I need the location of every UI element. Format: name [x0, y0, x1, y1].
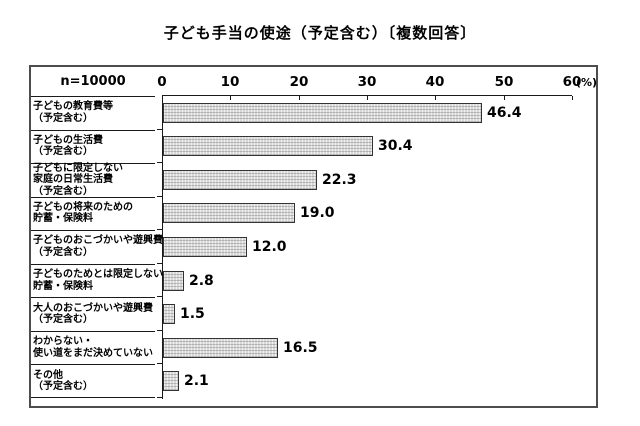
- bar: [163, 136, 373, 156]
- bar-value: 12.0: [252, 239, 287, 255]
- y-axis-tick: [157, 196, 162, 197]
- row-separator: [31, 331, 155, 332]
- bar: [163, 203, 295, 223]
- x-axis-tick: [367, 96, 368, 100]
- bar: [163, 371, 179, 391]
- y-axis-tick: [157, 129, 162, 130]
- bar: [163, 170, 317, 190]
- row-separator: [31, 364, 155, 365]
- bar: [163, 271, 184, 291]
- x-axis-tick: [230, 96, 231, 100]
- row-separator: [31, 96, 155, 97]
- y-axis-tick: [157, 296, 162, 297]
- bar: [163, 103, 482, 123]
- y-axis-tick: [157, 397, 162, 398]
- bar: [163, 304, 175, 324]
- row-separator: [31, 264, 155, 265]
- row-separator: [31, 130, 155, 131]
- x-axis-line: [162, 95, 572, 96]
- x-axis-tick: [572, 96, 573, 100]
- y-axis-tick: [157, 229, 162, 230]
- bar-value: 2.1: [184, 373, 209, 389]
- chart-frame: [29, 65, 598, 408]
- y-axis-tick: [157, 263, 162, 264]
- category-label: 子どもに限定しない 家庭の日常生活費 （予定含む）: [33, 162, 123, 197]
- chart-title: 子ども手当の使途（予定含む）〔複数回答〕: [163, 24, 477, 42]
- bar-value: 22.3: [322, 172, 357, 188]
- category-label: 子どもの将来のための 貯蓄・保険料: [33, 201, 133, 225]
- row-separator: [31, 197, 155, 198]
- x-axis-tick: [504, 96, 505, 100]
- axis-unit-label: (%): [576, 76, 598, 89]
- x-axis-tick: [299, 96, 300, 100]
- sample-size-label: n=10000: [60, 74, 126, 89]
- category-label: 子どものおこづかいや遊興費 （予定含む）: [33, 235, 163, 258]
- category-label: 子どものためとは限定しない 貯蓄・保険料: [33, 269, 163, 292]
- bar-value: 2.8: [189, 273, 214, 289]
- category-label: 大人のおこづかいや遊興費 （予定含む）: [33, 302, 153, 326]
- x-axis-tick-label: 50: [494, 74, 514, 90]
- row-separator: [31, 297, 155, 298]
- y-axis-tick: [157, 330, 162, 331]
- bar: [163, 338, 278, 358]
- x-axis-tick-label: 20: [289, 74, 309, 90]
- bar-value: 16.5: [283, 340, 318, 356]
- category-label: わからない・ 使い道をまだ決めていない: [33, 336, 153, 359]
- x-axis-tick-label: 60: [562, 74, 582, 90]
- y-axis-tick: [157, 363, 162, 364]
- x-axis-tick-label: 10: [220, 74, 240, 90]
- x-axis-tick-label: 0: [157, 74, 167, 90]
- bar-value: 46.4: [487, 105, 522, 121]
- row-separator: [31, 397, 155, 398]
- x-axis-tick-label: 30: [357, 74, 377, 90]
- bar-value: 30.4: [378, 138, 413, 154]
- row-separator: [31, 230, 155, 231]
- y-axis-line: [162, 95, 163, 399]
- x-axis-tick-label: 40: [425, 74, 445, 90]
- y-axis-tick: [157, 162, 162, 163]
- category-label: 子どもの生活費 （予定含む）: [33, 134, 103, 158]
- row-separator: [31, 163, 155, 164]
- category-label: 子どもの教育費等 （予定含む）: [33, 101, 113, 124]
- x-axis-tick: [435, 96, 436, 100]
- bar-value: 19.0: [300, 205, 335, 221]
- bar: [163, 237, 247, 257]
- bar-value: 1.5: [180, 306, 205, 322]
- category-label: その他 （予定含む）: [33, 369, 93, 393]
